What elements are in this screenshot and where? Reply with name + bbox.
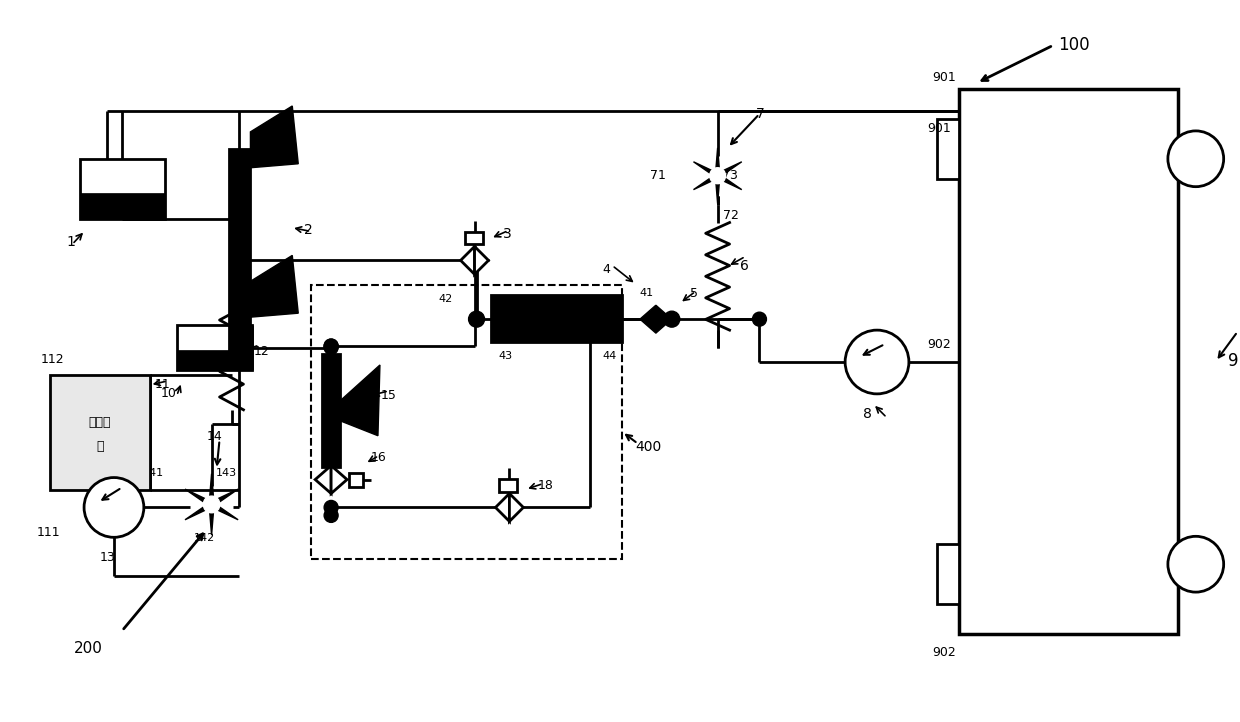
Text: 142: 142 [193, 534, 215, 544]
Circle shape [324, 339, 339, 353]
Text: 44: 44 [603, 351, 616, 361]
Text: 71: 71 [650, 169, 666, 182]
Bar [959, 89, 1178, 634]
Polygon shape [210, 474, 213, 500]
Text: 池: 池 [97, 440, 104, 453]
Circle shape [1168, 131, 1224, 187]
Text: 901: 901 [932, 71, 956, 84]
Polygon shape [656, 305, 672, 333]
Bar [936, 544, 959, 604]
Text: 100: 100 [1058, 36, 1090, 54]
Polygon shape [315, 466, 331, 494]
Text: 43: 43 [498, 351, 512, 361]
Circle shape [232, 312, 247, 326]
Polygon shape [250, 256, 299, 317]
Polygon shape [213, 505, 238, 520]
Bar [177, 325, 253, 370]
Circle shape [663, 311, 680, 327]
Text: 902: 902 [928, 338, 951, 351]
Polygon shape [640, 305, 656, 333]
Bar [322, 354, 340, 466]
Polygon shape [715, 179, 719, 204]
Text: 14: 14 [207, 430, 222, 443]
Polygon shape [719, 175, 742, 190]
Polygon shape [693, 175, 715, 190]
Text: 6: 6 [739, 259, 749, 274]
Text: 15: 15 [381, 389, 397, 402]
Text: 动力电: 动力电 [89, 416, 112, 429]
Bar [81, 159, 165, 219]
Polygon shape [331, 466, 347, 494]
Polygon shape [510, 494, 523, 521]
Text: 7: 7 [755, 107, 764, 121]
Polygon shape [250, 106, 299, 168]
Text: 400: 400 [635, 440, 661, 453]
Bar [311, 285, 622, 560]
Text: 41: 41 [640, 288, 653, 298]
Text: 4: 4 [603, 263, 610, 276]
Circle shape [324, 500, 339, 514]
Polygon shape [693, 162, 715, 175]
Circle shape [324, 339, 339, 353]
Bar [50, 375, 150, 490]
Text: 16: 16 [371, 451, 387, 464]
Text: 143: 143 [216, 468, 237, 477]
Polygon shape [475, 246, 489, 274]
Polygon shape [185, 489, 210, 505]
Text: 1: 1 [66, 235, 74, 250]
Text: 112: 112 [40, 352, 64, 365]
Bar [936, 119, 959, 179]
Text: 72: 72 [723, 209, 739, 222]
Bar [491, 295, 622, 342]
Polygon shape [715, 148, 719, 173]
Bar [81, 193, 165, 219]
Bar [465, 232, 482, 245]
Circle shape [232, 341, 247, 355]
Polygon shape [185, 505, 210, 520]
Text: 902: 902 [932, 646, 956, 659]
Bar [500, 479, 517, 492]
Text: 13: 13 [100, 551, 115, 564]
Text: 18: 18 [537, 479, 553, 492]
Bar [348, 473, 363, 487]
Polygon shape [496, 494, 510, 521]
Text: 141: 141 [143, 468, 164, 477]
Text: 901: 901 [928, 123, 951, 136]
Polygon shape [210, 508, 213, 535]
Circle shape [1168, 536, 1224, 592]
Text: 8: 8 [863, 406, 872, 421]
Circle shape [469, 311, 485, 327]
Text: 10: 10 [161, 388, 176, 401]
Circle shape [84, 477, 144, 537]
Text: 9: 9 [1228, 352, 1239, 370]
Bar [177, 349, 253, 370]
Text: 5: 5 [689, 287, 698, 300]
Text: 3: 3 [502, 227, 511, 241]
Circle shape [649, 312, 663, 326]
Circle shape [709, 168, 725, 183]
Polygon shape [213, 489, 238, 505]
Polygon shape [340, 365, 379, 435]
Circle shape [753, 312, 766, 326]
Circle shape [846, 330, 909, 394]
Text: 12: 12 [253, 344, 269, 357]
Text: 11: 11 [155, 378, 171, 391]
Circle shape [324, 341, 339, 355]
Text: 2: 2 [304, 222, 312, 237]
Text: 111: 111 [36, 526, 60, 539]
Circle shape [324, 508, 339, 523]
Bar [228, 149, 250, 350]
Circle shape [203, 496, 219, 513]
Text: 73: 73 [722, 169, 738, 182]
Text: 200: 200 [74, 641, 103, 656]
Polygon shape [460, 246, 475, 274]
Polygon shape [719, 162, 742, 175]
Text: 42: 42 [439, 295, 453, 304]
